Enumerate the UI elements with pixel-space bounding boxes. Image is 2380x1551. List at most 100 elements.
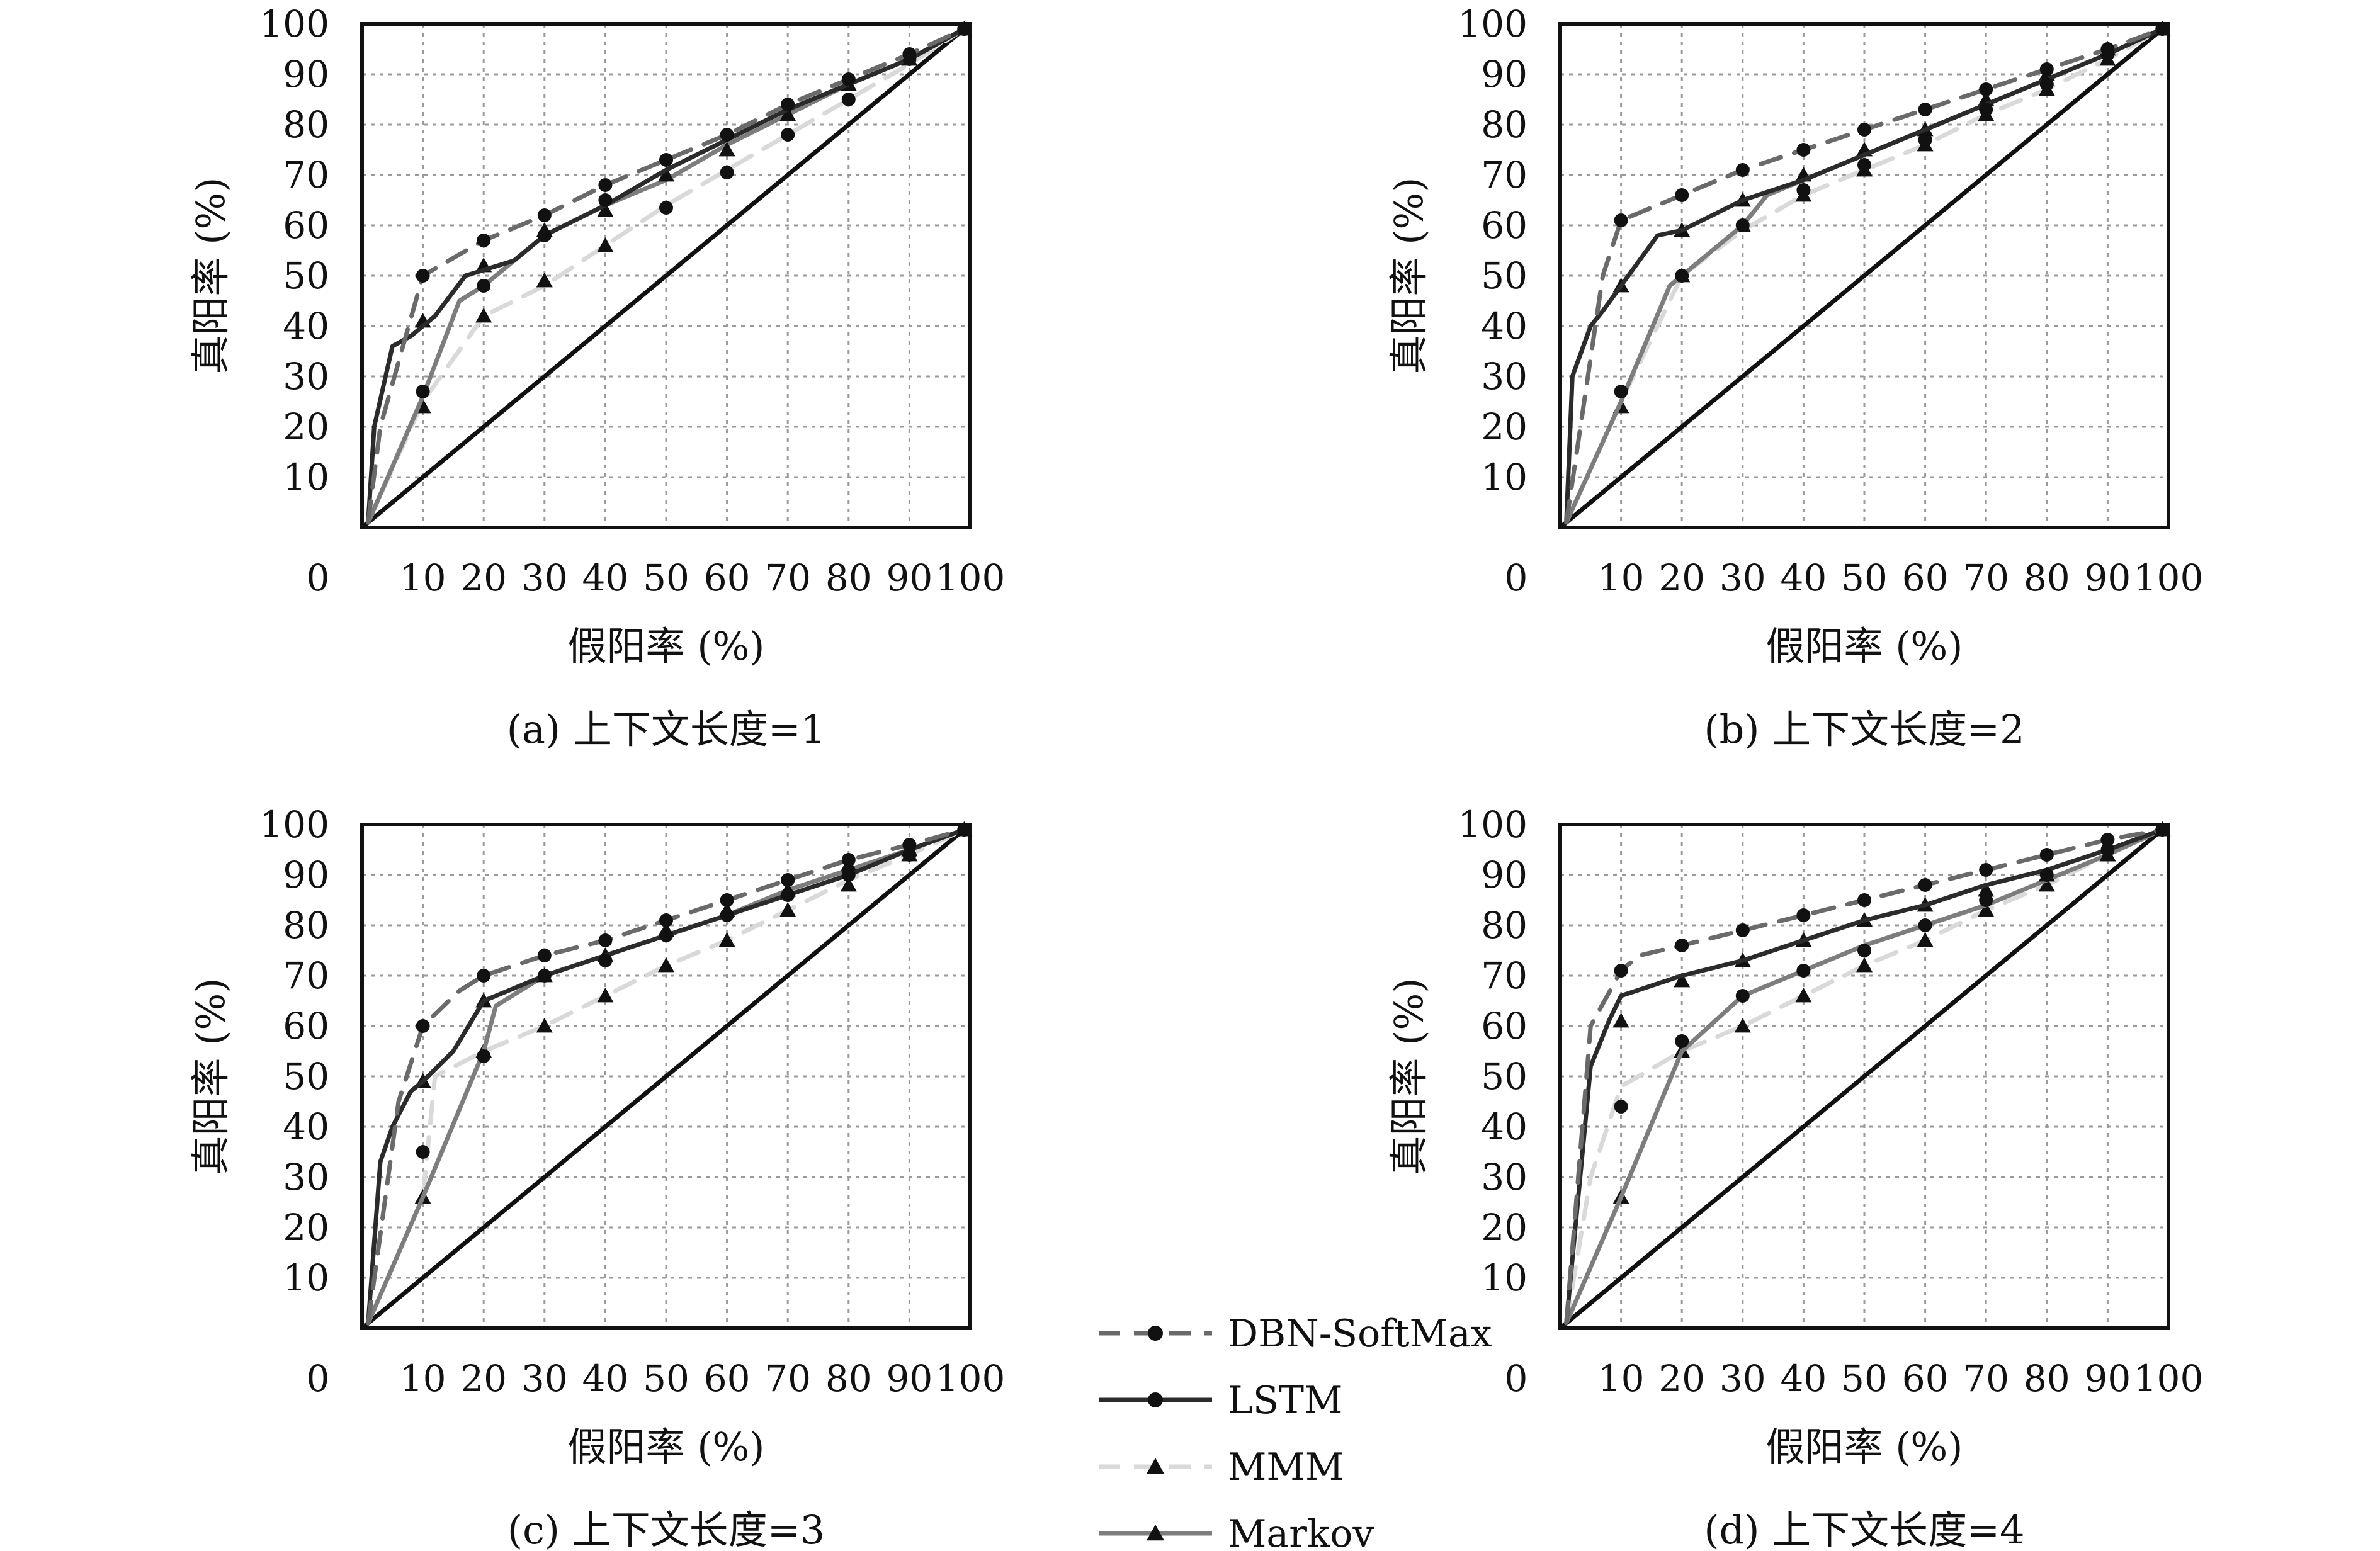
data-point [1734, 1018, 1751, 1033]
x-tick-label: 20 [1658, 556, 1705, 599]
data-point [597, 202, 614, 217]
plot-frame [360, 823, 972, 1330]
y-tick-label: 70 [1481, 154, 1527, 196]
data-point [720, 128, 734, 142]
data-point [1979, 82, 1993, 96]
y-tick-label: 100 [259, 803, 329, 846]
data-point [1614, 964, 1628, 978]
y-tick-label: 60 [1481, 1005, 1527, 1047]
y-tick-label: 20 [283, 405, 329, 448]
y-tick-label: 80 [1481, 904, 1527, 947]
data-point [779, 106, 796, 121]
panel-caption: (b) 上下文长度=2 [1704, 706, 2024, 752]
data-point [779, 902, 796, 917]
y-tick-label: 30 [1481, 355, 1527, 398]
origin-label: 0 [1505, 556, 1528, 599]
data-point [416, 1145, 430, 1159]
series-dbn-softmax [1564, 22, 2170, 525]
data-point [1978, 902, 1995, 917]
data-point [598, 178, 613, 192]
data-point [2039, 77, 2054, 91]
data-point [598, 954, 613, 967]
data-point [1612, 1013, 1629, 1028]
x-tick-label: 80 [2024, 556, 2070, 599]
data-point [2100, 843, 2115, 857]
legend-label: DBN-SoftMax [1228, 1312, 1492, 1356]
data-point [536, 273, 553, 288]
y-axis-label: 真阳率 (%) [188, 978, 234, 1175]
y-tick-label: 90 [283, 53, 329, 96]
data-point [840, 877, 857, 892]
series-line-lstm [1564, 26, 2165, 525]
series-lstm [1564, 823, 2170, 1326]
data-point [1918, 103, 1932, 116]
data-point [658, 957, 674, 973]
y-tick-label: 20 [283, 1206, 329, 1249]
y-tick-label: 70 [1481, 954, 1527, 997]
y-tick-label: 10 [283, 456, 329, 499]
legend-label: MMM [1228, 1445, 1344, 1489]
data-point [1614, 385, 1628, 398]
x-tick-label: 80 [825, 556, 872, 599]
y-tick-label: 40 [1481, 305, 1527, 347]
x-tick-label: 10 [1598, 1357, 1645, 1400]
data-point [659, 913, 673, 927]
data-point [537, 208, 552, 222]
data-point [2100, 833, 2115, 847]
data-point [477, 234, 491, 247]
data-point [1857, 944, 1871, 957]
data-point [536, 1018, 553, 1033]
data-point [1917, 932, 1934, 947]
diagonal-reference-line [360, 22, 972, 529]
origin-label: 0 [1505, 1357, 1528, 1400]
y-tick-label: 50 [1481, 1055, 1527, 1098]
data-point [2100, 42, 2115, 56]
data-point [902, 47, 917, 61]
x-tick-label: 40 [1780, 556, 1827, 599]
data-point [658, 167, 674, 182]
data-point [1735, 163, 1750, 177]
data-point [598, 193, 613, 207]
data-point [718, 142, 735, 157]
panel-caption: (d) 上下文长度=4 [1704, 1507, 2024, 1551]
data-point [1918, 878, 1932, 892]
data-point [537, 969, 552, 983]
panel-caption: (a) 上下文长度=1 [507, 706, 825, 752]
legend-item-lstm: LSTM [1099, 1379, 1342, 1423]
data-point [1796, 183, 1811, 197]
data-point [902, 838, 917, 852]
data-point [2039, 848, 2054, 862]
x-tick-label: 40 [1780, 1357, 1827, 1400]
series-line-dbn-softmax [366, 26, 966, 525]
y-tick-label: 20 [1481, 405, 1527, 448]
y-tick-label: 70 [283, 154, 329, 196]
x-tick-label: 90 [2084, 556, 2131, 599]
y-tick-label: 90 [1481, 854, 1527, 896]
y-tick-label: 80 [283, 103, 329, 146]
data-point [781, 873, 795, 887]
x-tick-label: 100 [2134, 556, 2204, 599]
data-point [659, 201, 673, 215]
plot-frame [1558, 22, 2170, 529]
data-point [1735, 218, 1750, 232]
data-point [841, 72, 856, 86]
data-point [598, 933, 613, 947]
legend-item-dbn-softmax: DBN-SoftMax [1099, 1312, 1492, 1356]
data-point [1735, 989, 1750, 1003]
legend-label: Markov [1228, 1512, 1374, 1551]
diagonal-reference-line [360, 823, 972, 1330]
y-axis-label: 真阳率 (%) [1386, 978, 1432, 1175]
y-tick-label: 30 [283, 355, 329, 398]
x-tick-label: 50 [643, 556, 689, 599]
series-line-mmm [1564, 26, 2165, 525]
x-tick-label: 80 [825, 1357, 872, 1400]
x-tick-label: 50 [643, 1357, 689, 1400]
data-point [477, 969, 491, 983]
data-point [781, 888, 795, 902]
legend-item-mmm: MMM [1099, 1445, 1344, 1489]
y-tick-label: 10 [1481, 1256, 1527, 1299]
y-tick-label: 100 [1458, 3, 1527, 45]
plot-frame [1558, 823, 2170, 1330]
diagonal-reference-line [1558, 22, 2170, 529]
